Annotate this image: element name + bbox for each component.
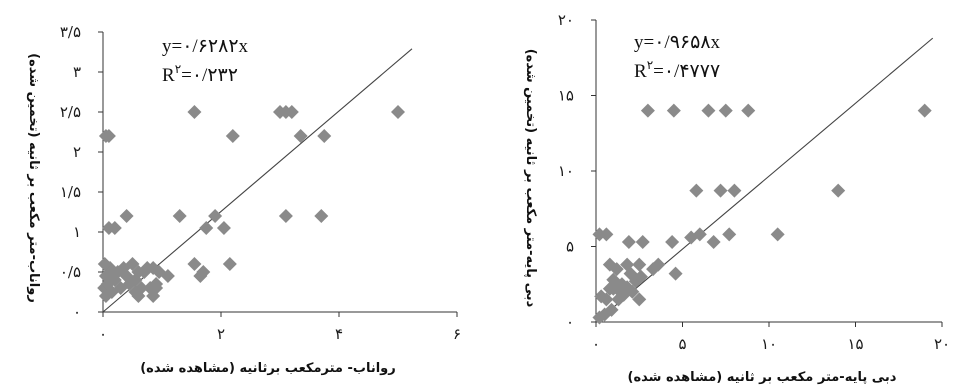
data-point (101, 129, 116, 143)
data-point (692, 227, 707, 242)
data-point (722, 227, 737, 242)
data-point (317, 129, 332, 143)
data-point (222, 257, 237, 271)
y-tick-label: ۰ (566, 313, 574, 331)
regression-equation: y=۰/۹۶۵۸x (634, 32, 721, 53)
data-point (172, 209, 187, 223)
data-point (119, 269, 134, 283)
data-point (604, 302, 619, 317)
x-tick-label: ۲ (217, 325, 225, 343)
data-point (208, 209, 223, 223)
data-point (187, 105, 202, 119)
data-point (713, 183, 728, 198)
data-point (602, 257, 617, 272)
y-tick-label: ۱ (73, 223, 81, 241)
data-point (727, 183, 742, 198)
r2-label: R (634, 61, 647, 82)
y-axis-label: رواناب-متر مکعب بر ثانیه (تخمین شده) (26, 53, 41, 303)
data-point (741, 103, 756, 118)
data-point (149, 281, 164, 295)
y-tick-label: ۳ (73, 63, 81, 81)
data-point (620, 257, 635, 272)
r2-label: R (162, 65, 175, 86)
r-squared: R۲=۰/۲۳۲ (162, 62, 238, 86)
r-squared: R۲=۰/۴۷۷۷ (634, 58, 720, 82)
y-axis-label: دبی پایه-متر مکعب بر ثانیه (تخمین شده) (523, 49, 538, 308)
data-point (119, 209, 134, 223)
data-point (278, 209, 293, 223)
y-tick-label: ۱۰ (558, 162, 574, 180)
x-tick-label: ۶ (453, 325, 461, 343)
data-point (621, 234, 636, 249)
y-tick-label: ۰/۵ (60, 263, 81, 281)
data-point (216, 221, 231, 235)
data-point (599, 227, 614, 242)
y-tick-label: ۲/۵ (60, 103, 81, 121)
data-point (633, 269, 648, 284)
data-point (314, 209, 329, 223)
x-tick-label: ۵ (678, 335, 686, 353)
data-point (632, 292, 647, 307)
x-tick-label: ۴ (335, 325, 343, 343)
data-point (187, 257, 202, 271)
data-point (665, 234, 680, 249)
baseflow-chart: ۰ ۵ ۱۰ ۱۵ ۲۰ ۰ ۵ ۱۰ ۱۵ ۲۰ y=۰/۹۶۵۸x R۲=۰/۴۷۷۷ دب… (523, 11, 950, 385)
x-tick-label: ۱۵ (847, 335, 863, 353)
data-point (668, 266, 683, 281)
r2-value: =۰/۲۳۲ (181, 65, 238, 86)
x-axis-label: رواناب- مترمکعب برثانیه (مشاهده شده) (140, 361, 396, 376)
data-point (706, 234, 721, 249)
y-tick-label: ۲ (73, 143, 81, 161)
regression-equation: y=۰/۶۲۸۲x (162, 36, 249, 57)
data-point (606, 281, 621, 296)
data-point (146, 261, 161, 275)
x-tick-label: ۰ (592, 335, 600, 353)
data-point (701, 103, 716, 118)
data-point (391, 105, 405, 119)
data-point (134, 281, 149, 295)
data-point (293, 129, 308, 143)
data-point (225, 129, 240, 143)
data-point (635, 234, 650, 249)
data-point (689, 183, 704, 198)
y-tick-label: ۱/۵ (60, 183, 81, 201)
data-point (666, 103, 681, 118)
y-tick-label: ۳/۵ (60, 23, 81, 41)
data-point (107, 221, 122, 235)
data-point (718, 103, 733, 118)
r2-value: =۰/۴۷۷۷ (653, 61, 720, 82)
data-point (284, 105, 299, 119)
data-point (97, 257, 112, 271)
data-point (640, 103, 655, 118)
data-point (196, 265, 211, 279)
r2-superscript: ۲ (175, 62, 181, 76)
data-point (917, 103, 932, 118)
data-point (160, 269, 175, 283)
y-tick-label: ۵ (566, 238, 574, 256)
data-point (831, 183, 846, 198)
data-point (599, 292, 614, 307)
x-axis-label: دبی پایه-متر مکعب بر ثانیه (مشاهده شده) (628, 370, 897, 385)
x-tick-label: ۱۰ (761, 335, 777, 353)
data-point (632, 257, 647, 272)
r2-superscript: ۲ (647, 58, 653, 72)
data-point (651, 257, 666, 272)
y-tick-label: ۲۰ (558, 11, 574, 29)
y-tick-label: ۱۵ (558, 87, 574, 105)
data-point (199, 221, 214, 235)
x-tick-label: ۰ (99, 325, 107, 343)
y-tick-label: ۰ (73, 303, 81, 321)
data-point (625, 284, 640, 299)
data-point (770, 227, 785, 242)
x-tick-label: ۲۰ (934, 335, 950, 353)
